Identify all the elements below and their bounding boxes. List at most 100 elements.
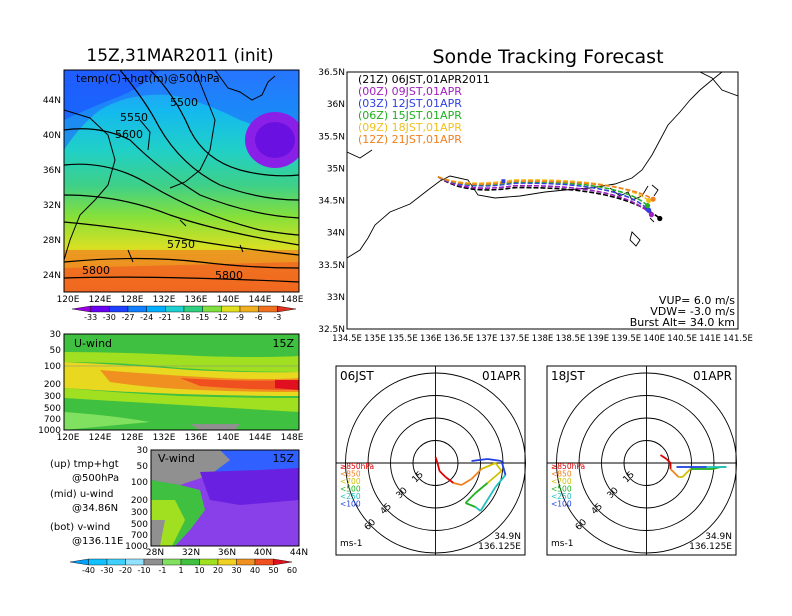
- hodograph-segment: [461, 478, 472, 486]
- hodograph-06jst: 06JST 01APRms-134.9N136.125E15304560≥850h…: [335, 365, 526, 556]
- lon-tick-label: 135E: [364, 334, 386, 344]
- pressure-tick-label: 700: [131, 531, 148, 541]
- lat-tick-label: 36N: [43, 166, 61, 176]
- wind-colorbar: -40 -30 -20 -10 -1 1 10 20 30 40 50 60: [69, 558, 297, 575]
- hodograph-unit: ms-1: [551, 539, 573, 549]
- pressure-tick-label: 200: [44, 380, 61, 390]
- hodograph-lat: 34.9N: [705, 532, 732, 542]
- lon-tick-label: 134.5E: [332, 334, 362, 344]
- temp-colorbar-label: -24: [140, 313, 153, 322]
- temp-colorbar: -33 -30 -27 -24 -21 -18 -15 -12 -9 -6 -3: [71, 305, 297, 322]
- pressure-tick-label: 30: [137, 446, 149, 456]
- launch-legend-entry: (03Z) 12JST,01APR: [358, 97, 462, 110]
- lat-tick-label: 28N: [146, 548, 164, 558]
- hodograph-segment: [436, 462, 441, 472]
- temp-colorbar-swatch: [183, 305, 203, 313]
- pressure-tick-label: 30: [50, 330, 62, 340]
- contour-label: 5500: [170, 96, 198, 109]
- uwind-crosssection: [64, 334, 299, 430]
- hodograph-segment: [673, 472, 680, 478]
- pressure-tick-label: 1000: [38, 426, 61, 436]
- lat-tick-label: 40N: [43, 131, 61, 141]
- pressure-tick-label: 500: [131, 520, 148, 530]
- track-map: [347, 72, 738, 329]
- lon-tick-label: 139E: [588, 334, 610, 344]
- temp-colorbar-swatch: [239, 305, 259, 313]
- wind-colorbar-label: 60: [287, 566, 297, 575]
- lon-tick-label: 140E: [217, 295, 240, 305]
- lat-tick-label: 24N: [43, 271, 61, 281]
- landing-point: [646, 207, 652, 213]
- hodograph-legend-entry: <100: [340, 500, 361, 509]
- contour-label: 5550: [120, 111, 148, 124]
- lon-tick-label: 136E: [420, 334, 442, 344]
- temp-colorbar-swatch: [71, 305, 91, 313]
- pressure-tick-label: 1000: [125, 542, 148, 552]
- height-contours: [64, 70, 299, 283]
- lat-tick-label: 33N: [327, 293, 345, 303]
- pressure-tick-label: 300: [44, 392, 61, 402]
- vwind-time: 15Z: [272, 452, 294, 465]
- uwind-time: 15Z: [272, 337, 294, 350]
- lon-tick-label: 120E: [57, 295, 80, 305]
- hodograph-segment: [464, 492, 477, 504]
- contour-label: 5800: [82, 264, 110, 277]
- hodograph-date: 01APR: [482, 369, 521, 383]
- wind-colorbar-label: 40: [250, 566, 260, 575]
- landing-point: [650, 196, 656, 202]
- lon-tick-label: 136E: [185, 295, 208, 305]
- panel-legend-sub: @500hPa: [72, 473, 119, 484]
- temp-colorbar-swatch: [146, 305, 166, 313]
- hodograph-segment: [487, 458, 502, 462]
- temp-colorbar-swatch: [165, 305, 185, 313]
- lon-tick-label: 144E: [249, 295, 272, 305]
- lat-tick-label: 40N: [254, 548, 272, 558]
- vwind-lat-ticks: 28N 32N 36N 40N 44N: [146, 548, 308, 558]
- wind-colorbar-label: 30: [231, 566, 241, 575]
- map-label: temp(C)+hgt(m)@500hPa: [76, 72, 220, 85]
- lon-tick-label: 136.5E: [444, 334, 474, 344]
- hodograph-segment: [481, 462, 496, 470]
- lat-tick-label: 32N: [182, 548, 200, 558]
- pressure-tick-label: 500: [44, 404, 61, 414]
- wind-colorbar-swatch: [254, 558, 274, 566]
- wind-colorbar-swatch: [69, 558, 89, 566]
- temp-colorbar-swatch: [109, 305, 129, 313]
- temp-colorbar-label: -15: [196, 313, 209, 322]
- lon-tick-label: 135.5E: [388, 334, 418, 344]
- hodograph-segment: [669, 468, 676, 474]
- lon-tick-label: 141E: [699, 334, 721, 344]
- track-title: Sonde Tracking Forecast: [432, 46, 663, 68]
- temp-colorbar-label: -9: [236, 313, 244, 322]
- landing-point: [644, 203, 651, 209]
- hodograph-segment: [665, 458, 672, 464]
- hodograph-legend-entry: <700: [551, 477, 572, 486]
- temp-height-map: [64, 70, 299, 292]
- lon-tick-label: 138.5E: [556, 334, 586, 344]
- hodograph-segment: [465, 502, 476, 508]
- panel-legend-line: (bot) v-wind: [50, 522, 110, 533]
- panel-legend-line: (up) tmp+hgt: [50, 459, 119, 470]
- lat-tick-label: 44N: [43, 96, 61, 106]
- hodograph-legend-entry: <500: [340, 485, 361, 494]
- hodograph-segment: [474, 482, 489, 494]
- hodograph-legend-entry: <250: [340, 492, 361, 501]
- hodograph-legend-entry: <100: [551, 500, 572, 509]
- hodograph-segment: [500, 460, 507, 476]
- lat-tick-label: 34.5N: [318, 197, 345, 207]
- contour-label: 5800: [215, 269, 243, 282]
- hodograph-lon: 136.125E: [689, 542, 732, 552]
- wind-colorbar-swatch: [125, 558, 145, 566]
- lon-tick-label: 137E: [476, 334, 498, 344]
- pressure-tick-label: 300: [131, 508, 148, 518]
- hodograph-segment: [438, 470, 447, 478]
- lon-tick-label: 132E: [153, 295, 176, 305]
- lon-tick-label: 132E: [153, 433, 176, 443]
- lon-tick-label: 148E: [281, 433, 304, 443]
- hodograph-segment: [474, 506, 482, 512]
- lat-tick-label: 34N: [327, 229, 345, 239]
- pressure-tick-label: 50: [50, 346, 62, 356]
- wind-colorbar-label: 10: [194, 566, 204, 575]
- pressure-tick-label: 50: [137, 462, 149, 472]
